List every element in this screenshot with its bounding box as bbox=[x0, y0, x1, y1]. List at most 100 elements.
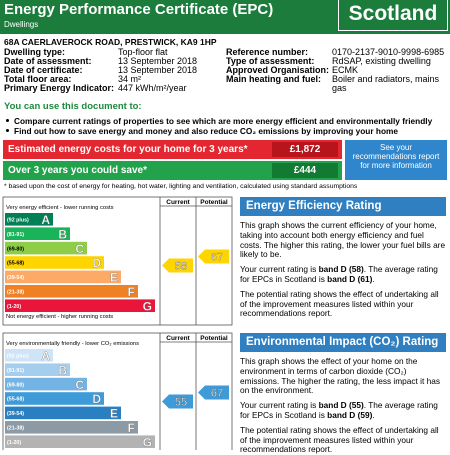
chart-frame bbox=[2, 196, 233, 326]
detail-label: Reference number: bbox=[226, 47, 309, 57]
band-bar bbox=[5, 299, 155, 312]
band-letter: F bbox=[128, 421, 135, 435]
cost-value: £444 bbox=[272, 163, 338, 178]
cost-label: Over 3 years you could save* bbox=[8, 165, 147, 176]
detail-label: Date of certificate: bbox=[4, 65, 83, 75]
band-letter: E bbox=[110, 407, 118, 421]
detail-label: Date of assessment: bbox=[4, 56, 92, 66]
uses-heading: You can use this document to: bbox=[4, 101, 142, 112]
column-header: Current bbox=[166, 335, 190, 342]
band-range: (55-68) bbox=[7, 397, 24, 403]
band-bar bbox=[5, 270, 121, 284]
band-range: (92 plus) bbox=[7, 354, 29, 360]
band-letter: D bbox=[92, 256, 101, 270]
rating-value: 67 bbox=[211, 252, 223, 264]
detail-label: Type of assessment: bbox=[226, 56, 315, 66]
detail-value: 13 September 2018 bbox=[118, 56, 198, 66]
band-letter: G bbox=[143, 435, 152, 449]
rating-value: 58 bbox=[175, 261, 187, 273]
band-text: band D (59) bbox=[327, 409, 373, 420]
report-note[interactable]: See your recommendations report for more… bbox=[345, 140, 447, 180]
panel-paragraph: The potential rating shows the effect of… bbox=[240, 424, 446, 455]
text: Your current rating is bbox=[240, 400, 319, 411]
detail-value: 447 kWh/m²/year bbox=[118, 83, 187, 93]
text: The potential rating shows the effect of… bbox=[240, 424, 439, 455]
title: Energy Performance Certificate (EPC) bbox=[4, 1, 274, 18]
detail-value: 13 September 2018 bbox=[118, 65, 198, 75]
band-range: (81-91) bbox=[7, 368, 24, 374]
panel-paragraph: Your current rating is band D (58). The … bbox=[240, 264, 446, 285]
band-bar bbox=[5, 421, 138, 434]
cost-row: Estimated energy costs for your home for… bbox=[3, 140, 342, 159]
panel-heading: Energy Efficiency Rating bbox=[240, 197, 446, 216]
text: . bbox=[372, 409, 375, 420]
band-range: (69-80) bbox=[7, 246, 24, 252]
text: . bbox=[372, 273, 375, 284]
top-label: Very energy efficient - lower running co… bbox=[6, 205, 114, 211]
cost-row: Over 3 years you could save* £444 bbox=[3, 161, 342, 180]
band-letter: A bbox=[41, 213, 50, 227]
detail-label: Approved Organisation: bbox=[226, 65, 330, 75]
band-letter: B bbox=[58, 363, 67, 377]
band-letter: B bbox=[58, 227, 67, 241]
band-text: band D (58) bbox=[318, 264, 364, 275]
panel-heading: Environmental Impact (CO₂) Rating bbox=[240, 333, 446, 352]
text: . The average rating for EPCs in Scotlan… bbox=[240, 264, 438, 284]
detail-value: 0170-2137-9010-9998-6985 bbox=[332, 47, 445, 57]
subtitle: Dwellings bbox=[4, 20, 39, 29]
footnote: * based upon the cost of energy for heat… bbox=[4, 183, 358, 190]
panel-paragraph: Your current rating is band D (55). The … bbox=[240, 400, 446, 421]
text: This graph shows the current efficiency … bbox=[240, 220, 446, 260]
column-header: Potential bbox=[200, 335, 228, 342]
band-range: (81-91) bbox=[7, 232, 24, 238]
detail-value: 34 m² bbox=[118, 74, 142, 84]
detail-label: Main heating and fuel: bbox=[226, 74, 322, 84]
band-bar bbox=[5, 285, 138, 298]
detail-label: Total floor area: bbox=[4, 74, 72, 84]
band-range: (21-38) bbox=[7, 290, 24, 296]
bullet-dot bbox=[6, 119, 9, 122]
rating-value: 55 bbox=[175, 397, 187, 409]
band-range: (1-20) bbox=[7, 304, 21, 310]
band-letter: D bbox=[92, 392, 101, 406]
band-range: (1-20) bbox=[7, 440, 21, 446]
header-bar bbox=[0, 0, 450, 34]
band-bar bbox=[5, 377, 87, 391]
band-range: (69-80) bbox=[7, 382, 24, 388]
band-text: band D (61) bbox=[327, 273, 373, 284]
detail-value: Boiler and radiators, mains gas bbox=[332, 74, 440, 93]
detail-label: Primary Energy Indicator: bbox=[4, 83, 115, 93]
text: The potential rating shows the effect of… bbox=[240, 288, 439, 319]
band-range: (39-54) bbox=[7, 411, 24, 417]
band-letter: C bbox=[75, 242, 84, 256]
band-bar bbox=[5, 435, 155, 448]
band-range: (55-68) bbox=[7, 261, 24, 267]
detail-value: ECMK bbox=[332, 65, 359, 75]
band-bar bbox=[5, 241, 87, 255]
cost-label: Estimated energy costs for your home for… bbox=[8, 144, 248, 155]
band-letter: E bbox=[110, 271, 118, 285]
band-bar bbox=[5, 213, 53, 226]
band-bar bbox=[5, 392, 104, 405]
band-bar bbox=[5, 363, 70, 376]
text: This graph shows the effect of your home… bbox=[240, 356, 440, 396]
band-bar bbox=[5, 406, 121, 420]
detail-value: Top-floor flat bbox=[118, 47, 168, 57]
band-letter: A bbox=[41, 349, 50, 363]
panel-paragraph: This graph shows the current efficiency … bbox=[240, 220, 446, 260]
detail-value: RdSAP, existing dwelling bbox=[332, 56, 431, 66]
detail-label: Dwelling type: bbox=[4, 47, 66, 57]
rating-arrow bbox=[198, 249, 229, 264]
band-letter: F bbox=[128, 285, 135, 299]
bullet: Compare current ratings of properties to… bbox=[14, 116, 433, 126]
panel-paragraph: This graph shows the effect of your home… bbox=[240, 356, 446, 396]
band-bar bbox=[5, 227, 70, 240]
rating-arrow bbox=[162, 258, 193, 273]
band-letter: C bbox=[75, 378, 84, 392]
band-bar bbox=[5, 349, 53, 362]
text: . The average rating for EPCs in Scotlan… bbox=[240, 400, 438, 420]
text: Your current rating is bbox=[240, 264, 319, 275]
rating-arrow bbox=[198, 385, 229, 400]
